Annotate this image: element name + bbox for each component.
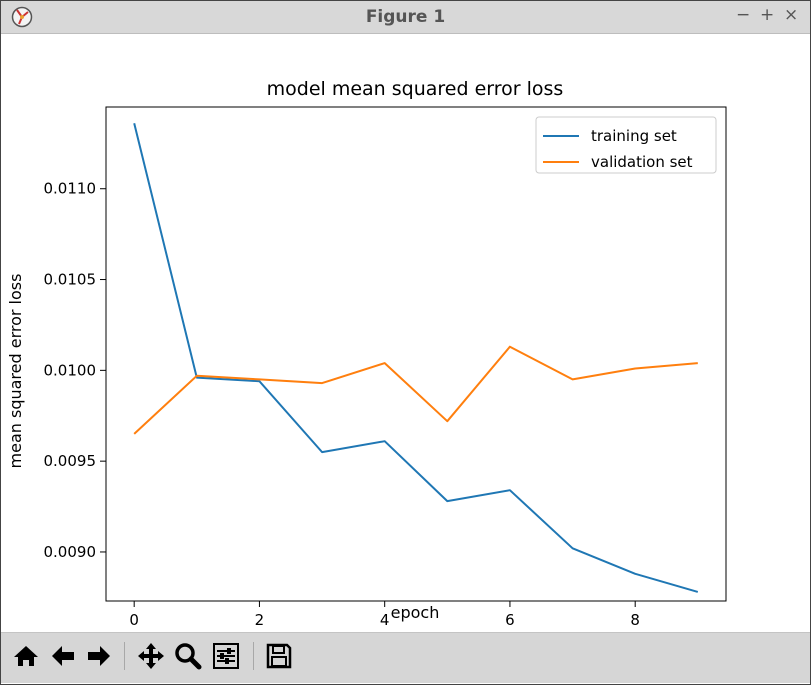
save-button[interactable] — [264, 641, 294, 671]
minimize-button[interactable]: − — [736, 5, 751, 25]
x-tick-label: 6 — [505, 611, 515, 629]
zoom-button[interactable] — [173, 641, 203, 671]
home-button[interactable] — [11, 641, 41, 671]
legend: training set validation set — [535, 116, 717, 174]
y-tick-label: 0.0090 — [44, 543, 97, 561]
y-tick-label: 0.0100 — [44, 361, 97, 379]
x-tick-label: 0 — [129, 611, 139, 629]
figure-canvas[interactable]: model mean squared error loss 0 2 4 6 8 0.00… — [1, 34, 810, 632]
y-tick-label: 0.0110 — [44, 180, 97, 198]
save-icon — [266, 643, 292, 669]
plot-area — [105, 106, 727, 602]
configure-subplots-icon — [213, 643, 239, 669]
forward-arrow-icon — [88, 646, 110, 666]
back-button[interactable] — [48, 641, 78, 671]
chart-title: model mean squared error loss — [267, 78, 564, 100]
pan-icon — [138, 643, 164, 669]
navigation-toolbar — [1, 632, 810, 683]
back-arrow-icon — [52, 646, 74, 666]
series-line-training-set — [133, 123, 699, 593]
legend-label: validation set — [591, 153, 693, 171]
app-icon — [11, 6, 33, 28]
close-button[interactable]: × — [784, 5, 799, 25]
home-icon — [14, 646, 38, 666]
pan-button[interactable] — [136, 641, 166, 671]
x-tick-label: 2 — [255, 611, 265, 629]
title-bar: Figure 1 − + × — [1, 1, 810, 34]
maximize-button[interactable]: + — [760, 5, 775, 25]
x-axis-label: epoch — [391, 603, 440, 622]
series-line-validation-set — [133, 345, 698, 435]
zoom-icon — [175, 643, 202, 670]
y-tick-label: 0.0105 — [44, 271, 97, 289]
y-tick-label: 0.0095 — [44, 452, 97, 470]
x-tick-label: 4 — [380, 611, 390, 629]
configure-subplots-button[interactable] — [211, 641, 241, 671]
legend-box — [535, 116, 717, 174]
toolbar-separator — [253, 642, 254, 670]
toolbar-separator — [124, 642, 125, 670]
line-chart: model mean squared error loss 0 2 4 6 8 0.00… — [6, 78, 727, 629]
y-axis-label: mean squared error loss — [6, 274, 25, 469]
forward-button[interactable] — [84, 641, 114, 671]
window-title: Figure 1 — [365, 7, 446, 27]
legend-label: training set — [591, 127, 677, 145]
x-tick-label: 8 — [630, 611, 640, 629]
